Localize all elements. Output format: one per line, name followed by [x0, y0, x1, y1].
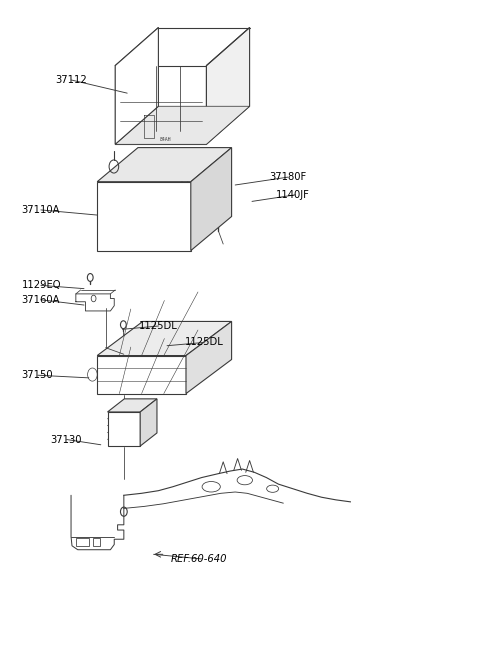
- Text: 37110A: 37110A: [22, 205, 60, 215]
- Bar: [76, 538, 89, 546]
- Polygon shape: [115, 28, 158, 144]
- Text: 1125DL: 1125DL: [139, 321, 178, 331]
- Polygon shape: [97, 182, 191, 251]
- Text: 1125DL: 1125DL: [185, 337, 224, 348]
- Polygon shape: [186, 321, 231, 394]
- Bar: [93, 538, 100, 546]
- Polygon shape: [140, 399, 157, 446]
- Polygon shape: [108, 399, 157, 412]
- Polygon shape: [191, 148, 231, 251]
- Polygon shape: [206, 28, 250, 144]
- Polygon shape: [97, 356, 186, 394]
- Text: 37112: 37112: [55, 75, 87, 85]
- Text: 37180F: 37180F: [269, 172, 306, 182]
- Polygon shape: [115, 66, 206, 144]
- Text: 37160A: 37160A: [22, 295, 60, 305]
- Text: 37130: 37130: [50, 434, 82, 445]
- Text: 1140JF: 1140JF: [276, 190, 310, 200]
- Text: 1129EQ: 1129EQ: [22, 280, 61, 291]
- Polygon shape: [97, 148, 231, 182]
- Text: 84AH: 84AH: [160, 136, 171, 142]
- Text: 37150: 37150: [22, 370, 53, 380]
- Polygon shape: [108, 412, 140, 446]
- Polygon shape: [97, 321, 231, 356]
- Polygon shape: [115, 106, 250, 144]
- Text: REF.60-640: REF.60-640: [170, 554, 227, 564]
